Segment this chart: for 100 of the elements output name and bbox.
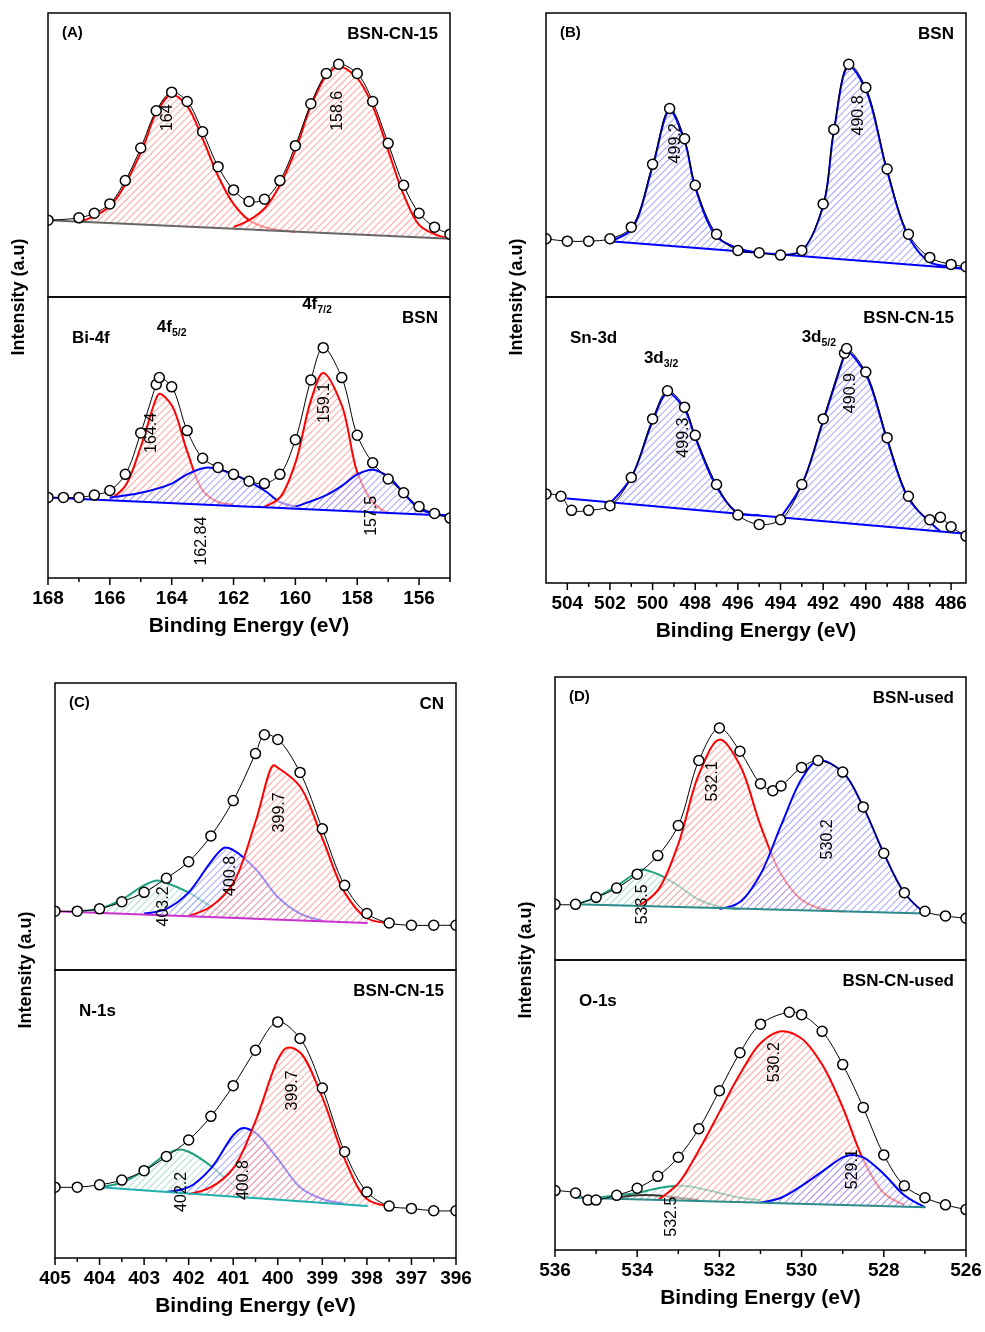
point <box>272 733 284 746</box>
point <box>561 235 574 247</box>
point <box>902 490 915 503</box>
point <box>88 489 101 501</box>
point <box>382 473 394 485</box>
point <box>795 761 808 774</box>
point <box>631 868 643 880</box>
x-tick-label: 160 <box>279 587 312 608</box>
point <box>212 461 224 474</box>
annotation: 164 <box>157 104 175 132</box>
point <box>138 886 150 899</box>
point <box>767 784 779 797</box>
point <box>898 886 911 899</box>
text: 4f$_{5/2}$ <box>156 316 187 338</box>
chart-subtitle: O-1s <box>579 991 617 1010</box>
point <box>812 754 824 767</box>
x-tick-label: 158 <box>341 587 374 608</box>
point <box>582 235 595 247</box>
point <box>366 95 379 108</box>
point <box>274 174 286 187</box>
point <box>205 1110 217 1123</box>
point <box>924 251 936 264</box>
x-tick-label: 162 <box>217 587 250 608</box>
annotation: 3d$_{3/2}$ <box>643 347 679 369</box>
point <box>555 490 567 503</box>
point <box>366 457 379 469</box>
point <box>119 174 132 187</box>
point <box>565 504 578 517</box>
point <box>160 1150 173 1163</box>
point <box>413 500 425 513</box>
point <box>898 1180 911 1192</box>
x-tick-label: 532 <box>703 1259 736 1280</box>
point <box>840 342 853 355</box>
point <box>689 429 701 442</box>
point <box>93 903 106 915</box>
point <box>693 754 705 767</box>
point <box>294 766 306 779</box>
point <box>604 499 616 512</box>
point <box>212 160 224 173</box>
annotation: 402.2 <box>171 1171 189 1212</box>
text: (B) <box>560 23 581 40</box>
point <box>652 1170 664 1183</box>
x-tick-label: 486 <box>935 592 967 613</box>
x-tick-label: 492 <box>807 592 840 613</box>
point <box>919 905 931 918</box>
point <box>732 244 744 257</box>
x-tick-label: 496 <box>722 592 754 613</box>
chart-title: CN <box>419 694 444 713</box>
point <box>427 1205 440 1217</box>
point <box>842 58 855 70</box>
x-tick-label: 530 <box>785 1259 818 1280</box>
point <box>860 81 872 94</box>
point <box>881 431 893 444</box>
annotation: 529.1 <box>842 1149 860 1190</box>
point <box>104 484 116 497</box>
point <box>816 1025 828 1038</box>
annotation: 4f$_{7/2}$ <box>302 293 333 315</box>
text: (D) <box>569 687 590 704</box>
point <box>775 780 787 792</box>
point <box>934 511 947 524</box>
point <box>661 385 674 397</box>
chart-subtitle: Bi-4f <box>72 328 111 347</box>
point <box>243 195 255 208</box>
point <box>795 1008 808 1021</box>
point <box>945 258 957 271</box>
x-tick-label: 504 <box>551 592 584 613</box>
point <box>317 341 329 354</box>
annotation: 164.4 <box>141 412 159 453</box>
point <box>689 179 701 192</box>
point <box>754 777 767 790</box>
point <box>881 163 893 175</box>
point <box>116 896 128 908</box>
point <box>625 471 638 484</box>
point <box>631 1182 643 1194</box>
x-axis-title: Binding Energy (eV) <box>660 1285 861 1308</box>
point <box>153 371 166 384</box>
point <box>817 198 829 210</box>
annotation: 158.6 <box>327 90 345 131</box>
point <box>289 434 302 446</box>
point <box>227 794 239 807</box>
point <box>316 823 329 835</box>
y-axis-title: Intensity (a.u) <box>506 238 526 356</box>
point <box>405 1202 418 1215</box>
point <box>652 849 664 862</box>
annotation: 403.2 <box>153 886 171 927</box>
point <box>836 1058 849 1071</box>
point <box>289 139 302 152</box>
point <box>316 1082 329 1094</box>
annotation: 157.5 <box>361 495 379 536</box>
point <box>919 1191 931 1204</box>
annotation: 499.3 <box>673 417 691 458</box>
point <box>878 847 890 860</box>
point <box>783 1006 796 1019</box>
x-tick-label: 498 <box>679 592 712 613</box>
point <box>249 1044 262 1057</box>
x-tick-label: 401 <box>217 1267 250 1288</box>
chart-title: BSN-CN-15 <box>863 308 954 327</box>
point <box>165 381 178 393</box>
x-axis-title: Binding Energy (eV) <box>655 618 857 641</box>
point <box>382 137 394 150</box>
